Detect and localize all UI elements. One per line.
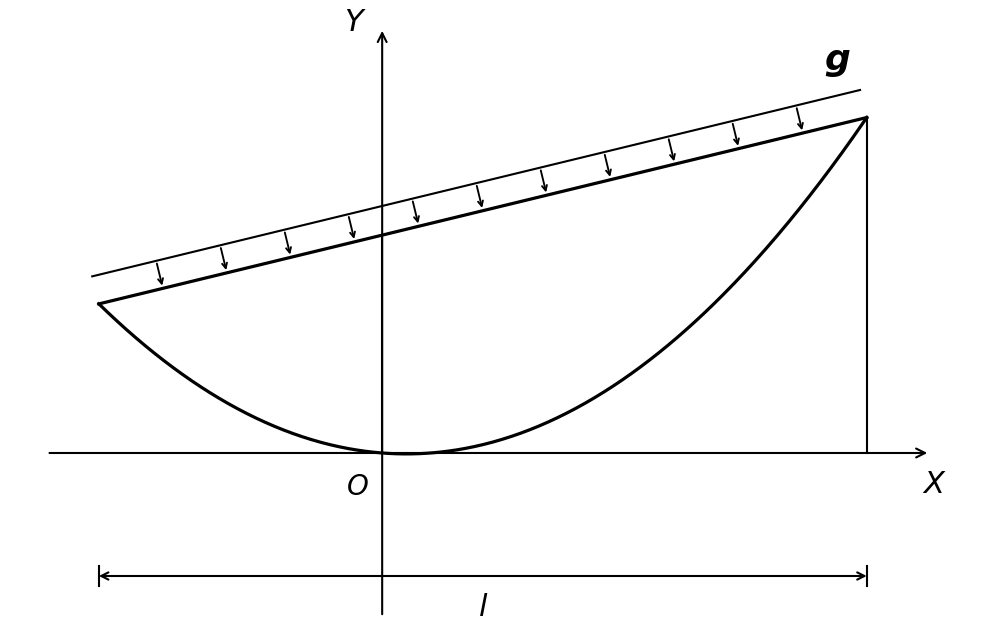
- Text: l: l: [478, 593, 487, 622]
- Text: Y: Y: [345, 8, 364, 36]
- Text: g: g: [825, 43, 851, 77]
- Text: O: O: [348, 472, 370, 501]
- Text: X: X: [924, 470, 945, 499]
